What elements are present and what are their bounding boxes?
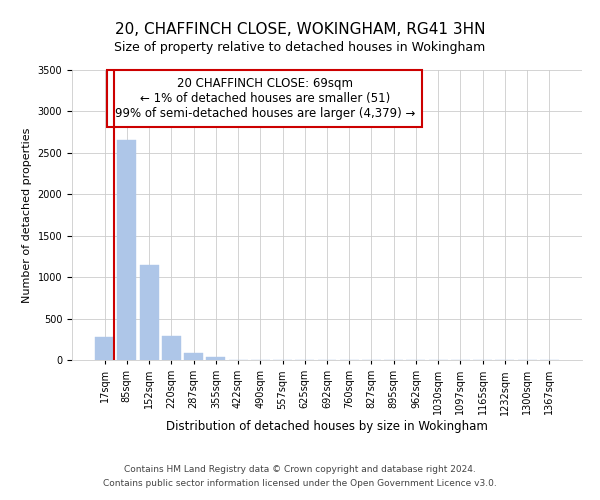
Y-axis label: Number of detached properties: Number of detached properties — [22, 128, 32, 302]
Text: 20, CHAFFINCH CLOSE, WOKINGHAM, RG41 3HN: 20, CHAFFINCH CLOSE, WOKINGHAM, RG41 3HN — [115, 22, 485, 38]
X-axis label: Distribution of detached houses by size in Wokingham: Distribution of detached houses by size … — [166, 420, 488, 433]
Text: Contains HM Land Registry data © Crown copyright and database right 2024.
Contai: Contains HM Land Registry data © Crown c… — [103, 466, 497, 487]
Text: Size of property relative to detached houses in Wokingham: Size of property relative to detached ho… — [115, 41, 485, 54]
Bar — [184, 352, 203, 360]
Bar — [118, 140, 136, 360]
Text: 20 CHAFFINCH CLOSE: 69sqm
← 1% of detached houses are smaller (51)
99% of semi-d: 20 CHAFFINCH CLOSE: 69sqm ← 1% of detach… — [115, 76, 415, 120]
Bar — [95, 337, 114, 360]
Bar — [162, 336, 181, 360]
Bar — [140, 264, 158, 360]
Bar — [206, 357, 225, 360]
